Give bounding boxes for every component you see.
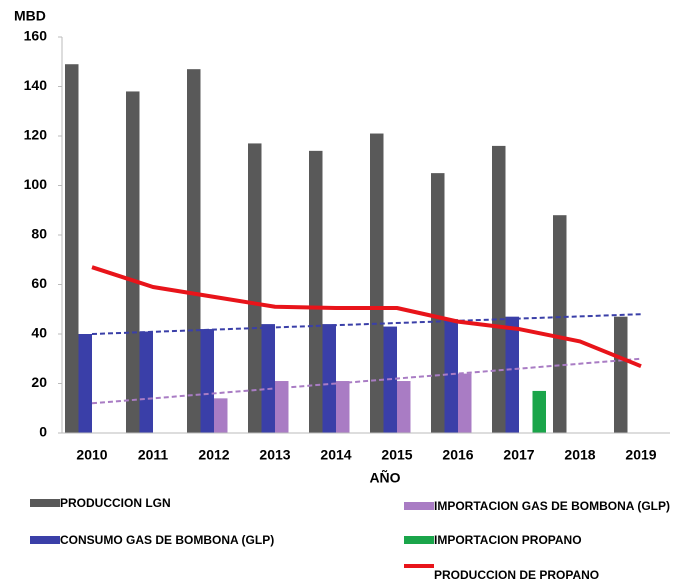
legend-swatch (404, 536, 434, 544)
bar (370, 133, 384, 433)
x-axis-label: AÑO (369, 469, 400, 486)
trend-line (91, 357, 642, 405)
x-tick-label: 2019 (625, 447, 656, 463)
bar (65, 64, 79, 433)
y-tick-label: 160 (24, 28, 48, 44)
bar (187, 69, 201, 434)
bar (492, 145, 506, 433)
bar (78, 334, 92, 433)
bar (553, 215, 567, 433)
x-tick-label: 2016 (442, 447, 473, 463)
y-tick-label: 140 (24, 77, 48, 93)
bar (200, 329, 214, 433)
legend-swatch (30, 536, 60, 544)
y-axis-label: MBD (14, 8, 46, 24)
x-tick-label: 2011 (138, 447, 169, 463)
bar (139, 331, 153, 433)
y-tick-label: 80 (31, 226, 47, 242)
legend-label: IMPORTACION PROPANO (434, 533, 582, 547)
legend-label: PRODUCCION LGN (60, 496, 171, 510)
bar (458, 373, 472, 433)
line (91, 265, 642, 369)
legend-swatch (30, 499, 60, 507)
x-tick-label: 2010 (76, 447, 107, 463)
bar (505, 316, 519, 433)
legend-swatch (404, 502, 434, 510)
y-tick-label: 60 (31, 275, 47, 291)
x-tick-label: 2014 (320, 447, 351, 463)
legend-label: CONSUMO GAS DE BOMBONA (GLP) (60, 533, 275, 547)
legend-label: IMPORTACION GAS DE BOMBONA (GLP) (434, 499, 670, 513)
bar (397, 381, 411, 433)
legend-label: PRODUCCION DE PROPANO (434, 568, 600, 580)
y-tick-label: 40 (31, 325, 47, 341)
bar (261, 324, 275, 433)
x-tick-label: 2017 (503, 447, 534, 463)
bar (614, 316, 628, 433)
x-tick-label: 2018 (564, 447, 595, 463)
bar (275, 381, 289, 433)
trend-line (91, 313, 642, 335)
bar (309, 150, 323, 433)
bar (126, 91, 140, 433)
x-tick-label: 2012 (198, 447, 229, 463)
x-tick-label: 2015 (381, 447, 412, 463)
x-tick-label: 2013 (259, 447, 290, 463)
bar (322, 324, 336, 433)
legend-swatch (404, 564, 434, 568)
bar (532, 390, 546, 433)
bar (214, 398, 228, 433)
y-tick-label: 20 (31, 374, 47, 390)
y-tick-label: 120 (24, 127, 48, 143)
bar (336, 381, 350, 433)
bar (444, 319, 458, 433)
y-tick-label: 0 (39, 424, 47, 440)
bar (431, 173, 445, 433)
bar (248, 143, 262, 434)
y-tick-label: 100 (24, 176, 48, 192)
